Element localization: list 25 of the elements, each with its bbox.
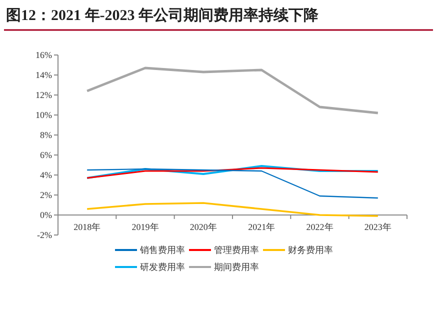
y-tick-label: 10% <box>36 110 52 120</box>
legend-label: 期间费用率 <box>214 262 259 274</box>
y-tick-label: 16% <box>36 50 52 60</box>
x-tick-label: 2023年 <box>364 222 392 232</box>
x-tick-label: 2019年 <box>132 222 159 232</box>
line-series <box>86 168 379 199</box>
y-tick-label: 2% <box>40 190 52 200</box>
legend-label: 财务费用率 <box>288 245 333 256</box>
line-series <box>86 66 380 114</box>
x-tick-label: 2020年 <box>190 222 217 232</box>
x-tick-label: 2022年 <box>306 222 334 232</box>
y-tick-label: -2% <box>37 230 52 240</box>
x-tick-label: 2018年 <box>74 222 101 232</box>
legend-label: 销售费用率 <box>139 245 185 256</box>
legend-label: 研发费用率 <box>140 262 185 274</box>
y-tick-label: 12% <box>36 90 52 100</box>
legend-label: 管理费用率 <box>214 245 259 256</box>
y-tick-label: 8% <box>40 130 52 140</box>
chart-title: 图12：2021 年-2023 年公司期间费用率持续下降 <box>6 6 320 24</box>
y-tick-label: 4% <box>40 170 52 180</box>
y-tick-label: 6% <box>40 150 52 160</box>
y-tick-label: 14% <box>36 70 52 80</box>
x-tick-label: 2021年 <box>248 222 276 232</box>
y-tick-label: 0% <box>40 210 52 220</box>
line-series <box>86 202 379 217</box>
